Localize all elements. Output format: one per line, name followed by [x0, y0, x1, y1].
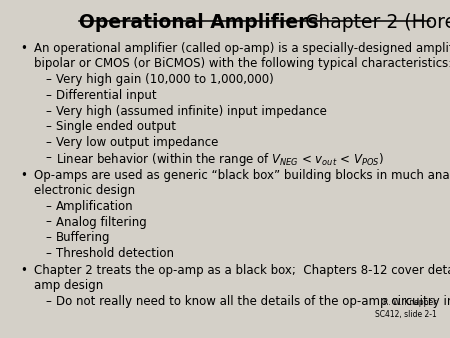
Text: –: – — [45, 104, 51, 118]
Text: R. W. Knepper
SC412, slide 2-1: R. W. Knepper SC412, slide 2-1 — [375, 298, 436, 319]
Text: An operational amplifier (called op-amp) is a specially-designed amplifier in: An operational amplifier (called op-amp)… — [34, 42, 450, 55]
Text: –: – — [45, 136, 51, 149]
Text: –: – — [45, 200, 51, 213]
Text: –: – — [45, 247, 51, 260]
Text: Do not really need to know all the details of the op-amp circuitry in order to u: Do not really need to know all the detai… — [56, 295, 450, 308]
Text: Linear behavior (within the range of $V_{NEG}$ < $v_{out}$ < $V_{POS}$): Linear behavior (within the range of $V_… — [56, 151, 384, 168]
Text: –: – — [45, 216, 51, 228]
Text: –: – — [45, 295, 51, 308]
Text: Analog filtering: Analog filtering — [56, 216, 147, 228]
Text: amp design: amp design — [34, 279, 103, 292]
Text: Buffering: Buffering — [56, 231, 111, 244]
Text: Single ended output: Single ended output — [56, 120, 176, 133]
Text: •: • — [20, 42, 27, 55]
Text: Op-amps are used as generic “black box” building blocks in much analog: Op-amps are used as generic “black box” … — [34, 169, 450, 182]
Text: Operational Amplifiers: Operational Amplifiers — [79, 13, 319, 32]
Text: –: – — [45, 120, 51, 133]
Text: •: • — [20, 169, 27, 182]
Text: Very high gain (10,000 to 1,000,000): Very high gain (10,000 to 1,000,000) — [56, 73, 274, 87]
Text: bipolar or CMOS (or BiCMOS) with the following typical characteristics:: bipolar or CMOS (or BiCMOS) with the fol… — [34, 57, 450, 70]
Text: Amplification: Amplification — [56, 200, 134, 213]
Text: Threshold detection: Threshold detection — [56, 247, 174, 260]
Text: :  Chapter 2 (Horenstein): : Chapter 2 (Horenstein) — [287, 13, 450, 32]
Text: Chapter 2 treats the op-amp as a black box;  Chapters 8-12 cover details of op-: Chapter 2 treats the op-amp as a black b… — [34, 264, 450, 277]
Text: –: – — [45, 231, 51, 244]
Text: –: – — [45, 73, 51, 87]
Text: Very high (assumed infinite) input impedance: Very high (assumed infinite) input imped… — [56, 104, 327, 118]
Text: electronic design: electronic design — [34, 184, 135, 197]
Text: •: • — [20, 264, 27, 277]
Text: Very low output impedance: Very low output impedance — [56, 136, 219, 149]
Text: –: – — [45, 89, 51, 102]
Text: –: – — [45, 151, 51, 164]
Text: Differential input: Differential input — [56, 89, 157, 102]
